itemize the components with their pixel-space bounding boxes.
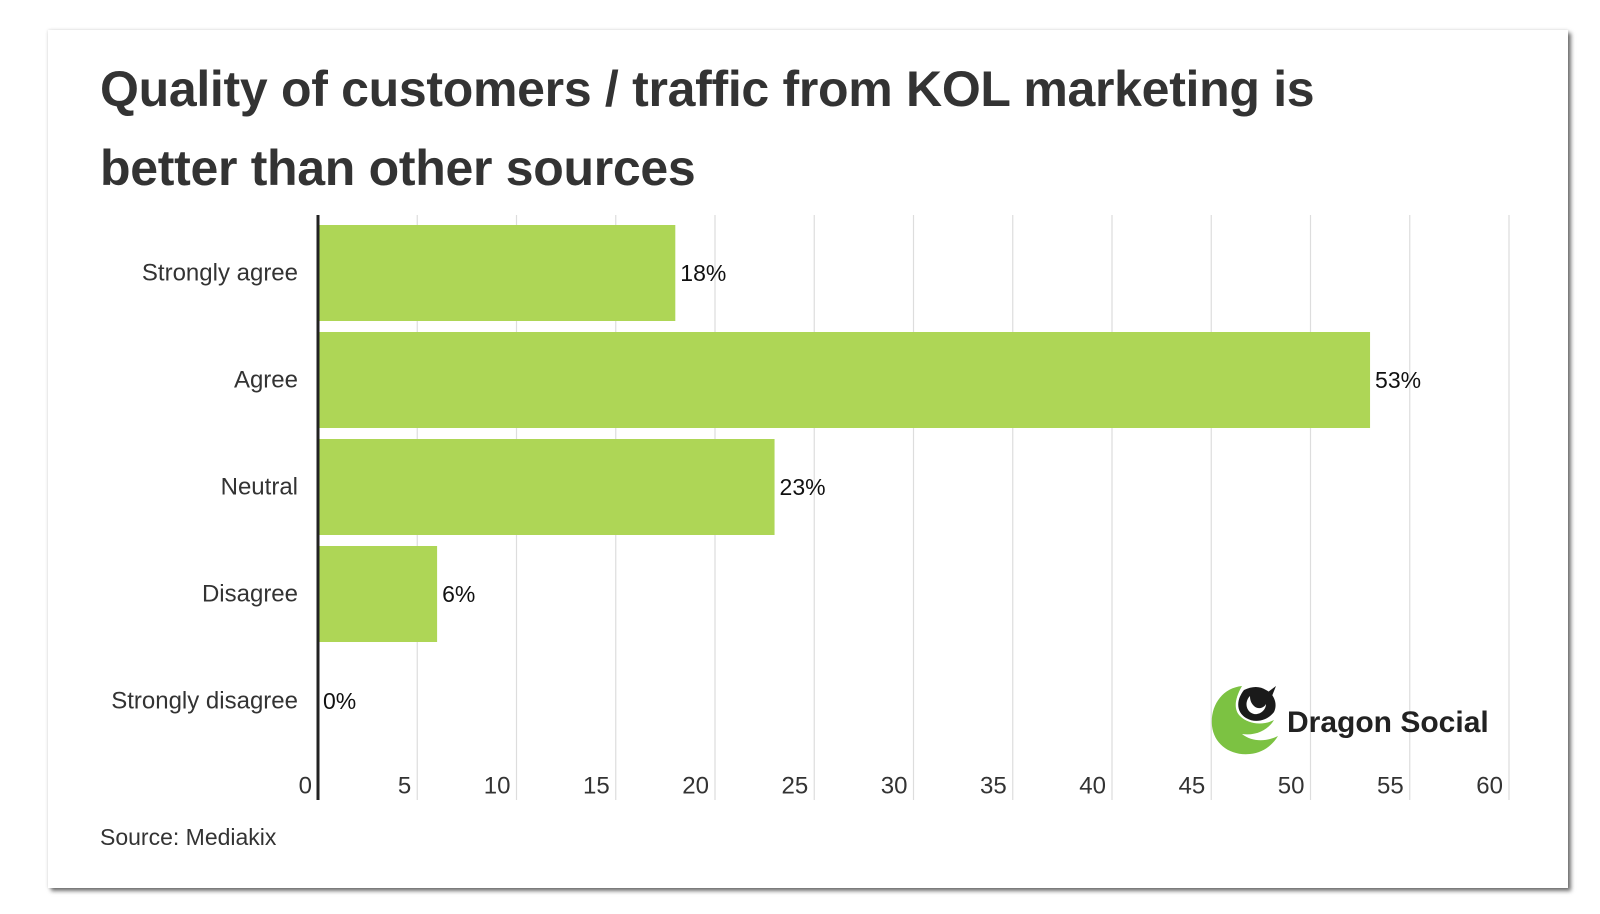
data-label: 53%	[1375, 367, 1421, 393]
x-tick-label: 60	[1476, 773, 1503, 800]
chart-card	[48, 30, 1568, 888]
data-label: 6%	[442, 581, 475, 607]
x-tick-label: 40	[1079, 773, 1106, 800]
x-tick-label: 45	[1179, 773, 1206, 800]
category-label: Strongly agree	[142, 260, 298, 287]
x-tick-label: 5	[398, 773, 411, 800]
chart-title-line-2: better than other sources	[100, 140, 696, 196]
x-tick-label: 15	[583, 773, 610, 800]
bar-neutral	[318, 439, 775, 535]
bar-disagree	[318, 546, 438, 642]
logo-text: Dragon Social	[1287, 706, 1489, 739]
x-tick-label: 55	[1377, 773, 1404, 800]
chart-title: Quality of customers / traffic from KOL …	[100, 50, 1500, 208]
bar-agree	[318, 332, 1371, 428]
chart-title-line-1: Quality of customers / traffic from KOL …	[100, 61, 1315, 117]
x-tick-label: 35	[980, 773, 1007, 800]
bar-strongly-agree	[318, 225, 676, 321]
source-note: Source: Mediakix	[100, 824, 277, 850]
category-label: Agree	[234, 367, 298, 394]
x-tick-label: 30	[881, 773, 908, 800]
dragon-social-logo: Dragon Social	[1208, 682, 1508, 762]
category-label: Strongly disagree	[111, 688, 298, 715]
x-tick-label: 25	[782, 773, 809, 800]
data-label: 18%	[680, 260, 726, 286]
x-tick-label: 20	[682, 773, 709, 800]
x-tick-label: 0	[299, 773, 312, 800]
dragon-head-icon	[1211, 686, 1278, 755]
category-label: Disagree	[202, 581, 298, 608]
data-label: 23%	[780, 474, 826, 500]
data-label: 0%	[323, 688, 356, 714]
x-tick-label: 50	[1278, 773, 1305, 800]
category-label: Neutral	[221, 474, 298, 501]
x-tick-label: 10	[484, 773, 511, 800]
